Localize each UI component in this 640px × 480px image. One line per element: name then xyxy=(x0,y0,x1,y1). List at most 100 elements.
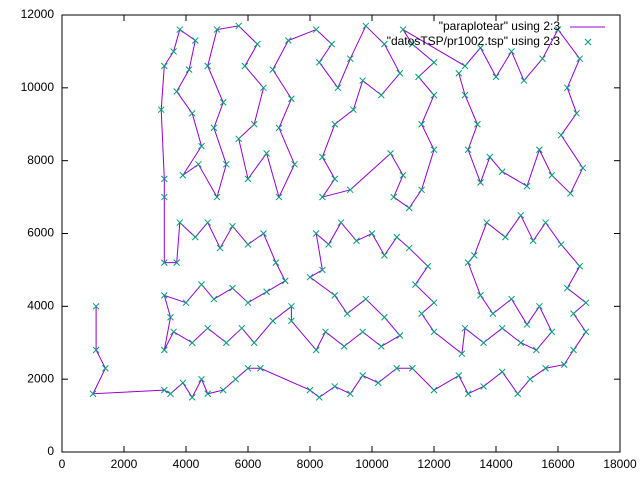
point xyxy=(269,66,277,73)
point xyxy=(536,302,543,310)
point xyxy=(281,277,289,285)
point xyxy=(405,244,413,252)
point xyxy=(272,259,280,266)
point xyxy=(579,164,587,172)
point xyxy=(185,66,193,73)
point xyxy=(570,346,577,354)
y-tick-label: 10000 xyxy=(21,80,55,94)
point xyxy=(160,386,168,394)
point xyxy=(377,343,385,350)
y-tick-label: 0 xyxy=(47,444,54,458)
point xyxy=(405,204,413,212)
point xyxy=(455,372,463,379)
point xyxy=(325,241,332,248)
x-tick-label: 4000 xyxy=(173,457,200,471)
point xyxy=(396,332,404,339)
point xyxy=(176,26,184,33)
point xyxy=(182,299,190,307)
point xyxy=(250,339,258,347)
point xyxy=(520,77,528,84)
point xyxy=(167,313,174,321)
point xyxy=(461,324,469,332)
point xyxy=(319,266,326,274)
point xyxy=(167,390,174,398)
point xyxy=(179,171,187,179)
point xyxy=(477,292,484,299)
point xyxy=(489,310,497,317)
point xyxy=(523,182,531,190)
point xyxy=(346,55,354,63)
tour-line xyxy=(92,25,587,399)
point xyxy=(213,193,221,201)
point xyxy=(381,40,388,48)
point xyxy=(191,37,199,44)
point xyxy=(390,193,398,201)
point xyxy=(396,69,404,77)
x-tick-label: 10000 xyxy=(355,457,389,471)
point xyxy=(418,186,425,194)
point xyxy=(498,324,506,332)
point xyxy=(399,26,407,33)
point xyxy=(523,321,531,328)
point xyxy=(92,346,100,354)
point xyxy=(222,160,230,168)
point xyxy=(219,99,227,106)
point xyxy=(461,62,469,70)
point xyxy=(312,346,320,354)
point xyxy=(548,328,556,336)
point xyxy=(412,281,419,288)
point xyxy=(198,142,205,150)
point xyxy=(563,84,571,92)
point xyxy=(275,124,283,132)
point xyxy=(430,58,438,66)
y-tick-label: 2000 xyxy=(27,371,54,385)
point xyxy=(204,390,212,398)
point xyxy=(188,339,196,347)
point xyxy=(455,69,463,77)
point xyxy=(204,324,212,332)
point xyxy=(331,175,339,183)
x-tick-label: 16000 xyxy=(541,457,575,471)
point xyxy=(235,135,243,143)
point xyxy=(241,62,249,70)
point xyxy=(381,313,388,321)
point xyxy=(529,237,537,245)
point xyxy=(477,44,484,52)
point xyxy=(284,37,292,44)
point xyxy=(563,284,571,292)
point xyxy=(464,146,472,154)
point xyxy=(315,58,323,66)
point xyxy=(359,372,367,379)
point xyxy=(263,150,270,157)
point xyxy=(219,386,227,394)
point xyxy=(498,168,506,175)
point xyxy=(204,62,212,70)
point xyxy=(393,364,401,372)
point xyxy=(191,233,199,241)
point xyxy=(480,383,487,390)
point xyxy=(362,22,370,30)
x-tick-label: 8000 xyxy=(297,457,324,471)
point xyxy=(229,222,236,230)
y-tick-label: 12000 xyxy=(21,7,55,21)
point xyxy=(408,364,416,372)
point xyxy=(430,386,438,394)
point xyxy=(474,120,481,128)
point xyxy=(464,390,472,398)
point xyxy=(288,302,295,310)
point xyxy=(377,91,385,99)
point xyxy=(210,124,218,132)
x-tick-label: 0 xyxy=(59,457,66,471)
y-tick-label: 8000 xyxy=(27,153,54,167)
point xyxy=(532,346,540,354)
point xyxy=(517,211,525,219)
point xyxy=(340,343,348,350)
point xyxy=(210,295,218,303)
point xyxy=(229,284,236,292)
point xyxy=(312,26,320,33)
point xyxy=(173,88,181,95)
point xyxy=(275,193,283,201)
point xyxy=(170,328,177,336)
point xyxy=(179,379,187,387)
